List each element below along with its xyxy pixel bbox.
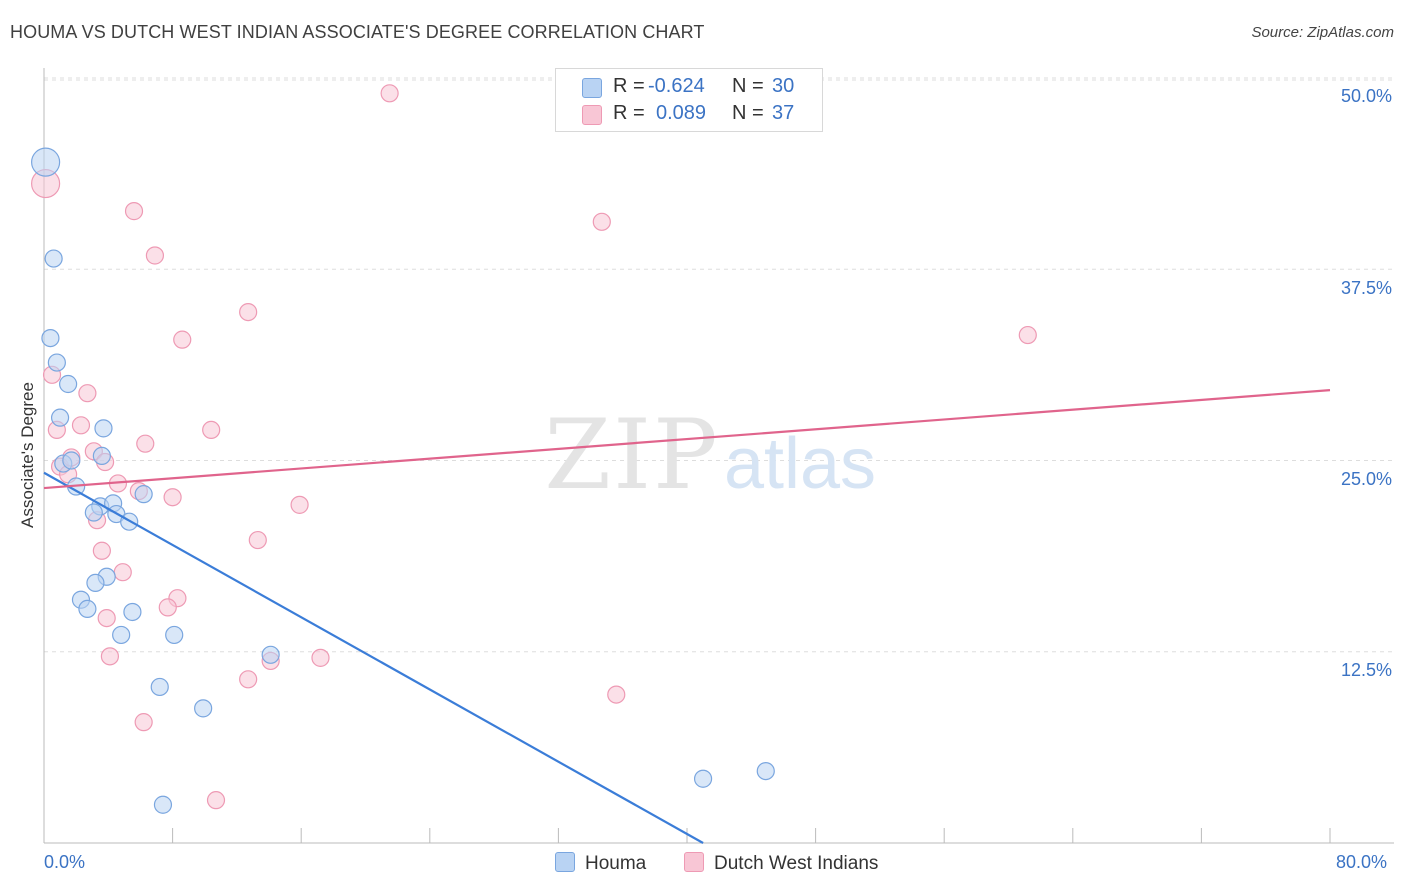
dwi-r-label: R = (613, 102, 645, 124)
legend-item-houma[interactable]: Houma (555, 852, 646, 875)
x-tick-label-max: 80.0% (1336, 852, 1388, 872)
dwi-point-29 (100, 647, 120, 666)
dwi-point-6 (173, 330, 192, 349)
y-tick-label-50: 50.0% (1340, 86, 1392, 106)
dwi-point-27 (158, 598, 177, 617)
dwi-point-33 (607, 685, 626, 704)
houma-point-29 (756, 761, 775, 781)
dwi-point-13 (136, 434, 155, 453)
dwi-point-3 (592, 212, 611, 231)
houma-point-15 (84, 503, 103, 522)
dwi-point-31 (311, 648, 330, 667)
houma-legend-label: Houma (585, 853, 647, 874)
dwi-legend-swatch (684, 852, 704, 872)
dwi-legend-label: Dutch West Indians (714, 853, 879, 874)
series-houma (31, 147, 775, 814)
legend-item-dwi[interactable]: Dutch West Indians (684, 852, 878, 875)
houma-point-3 (47, 353, 66, 372)
houma-point-4 (59, 374, 78, 394)
watermark-zip: ZIP (544, 399, 719, 511)
houma-point-8 (62, 451, 81, 470)
houma-point-25 (150, 677, 169, 697)
houma-point-23 (165, 625, 184, 645)
dwi-point-9 (78, 384, 97, 403)
y-tick-label-12-5: 12.5% (1340, 660, 1392, 680)
stats-legend: R = -0.624 N = 30 R = 0.089 N = 37 (555, 68, 823, 132)
houma-legend-swatch (555, 852, 575, 872)
dwi-point-24 (92, 541, 111, 560)
dwi-point-20 (163, 488, 182, 507)
dwi-point-2 (124, 202, 144, 221)
dwi-point-25 (113, 563, 132, 582)
houma-trend-line (43, 471, 704, 844)
houma-point-1 (44, 249, 63, 268)
houma-n-label: N = (732, 75, 764, 97)
dwi-point-10 (71, 416, 91, 435)
houma-point-22 (112, 625, 131, 645)
dwi-n-label: N = (732, 102, 764, 124)
dwi-trend-line (43, 389, 1331, 490)
watermark-atlas: atlas (724, 424, 876, 504)
dwi-point-7 (1018, 325, 1037, 345)
houma-point-28 (693, 769, 713, 788)
houma-point-0 (31, 147, 61, 177)
houma-point-12 (134, 485, 153, 504)
dwi-point-28 (97, 608, 116, 628)
houma-point-26 (194, 699, 213, 718)
houma-point-27 (153, 795, 173, 814)
dwi-point-4 (145, 246, 165, 265)
dwi-r-value: 0.089 (656, 102, 707, 124)
dwi-n-value: 37 (772, 102, 795, 124)
dwi-point-1 (380, 84, 399, 103)
dwi-point-23 (248, 530, 267, 550)
houma-point-24 (261, 645, 280, 664)
dwi-point-34 (134, 713, 153, 732)
houma-point-6 (94, 419, 113, 438)
houma-point-2 (41, 329, 60, 348)
houma-n-value: 30 (772, 75, 795, 97)
gridlines (44, 77, 1394, 653)
houma-point-20 (78, 599, 97, 619)
watermark: ZIP atlas (544, 399, 876, 511)
houma-point-5 (50, 408, 70, 427)
houma-swatch (582, 78, 602, 98)
houma-r-value: -0.624 (648, 75, 705, 97)
houma-point-18 (86, 573, 105, 593)
chart-title: HOUMA VS DUTCH WEST INDIAN ASSOCIATE'S D… (10, 22, 705, 42)
dwi-point-21 (290, 495, 309, 514)
dwi-point-12 (202, 420, 221, 439)
y-tick-label-25: 25.0% (1340, 469, 1392, 489)
trend-lines (43, 389, 1331, 844)
dwi-point-5 (239, 302, 258, 322)
houma-point-9 (92, 446, 111, 466)
dwi-point-35 (206, 791, 226, 810)
source-label: Source: ZipAtlas.com (1251, 24, 1394, 41)
dwi-point-32 (239, 670, 258, 689)
y-tick-label-37-5: 37.5% (1340, 278, 1392, 298)
dwi-swatch (582, 105, 602, 125)
houma-r-label: R = (613, 75, 645, 97)
x-tick-label-min: 0.0% (44, 852, 86, 872)
series-dutch-west-indians (31, 84, 1037, 810)
houma-point-21 (123, 602, 142, 622)
